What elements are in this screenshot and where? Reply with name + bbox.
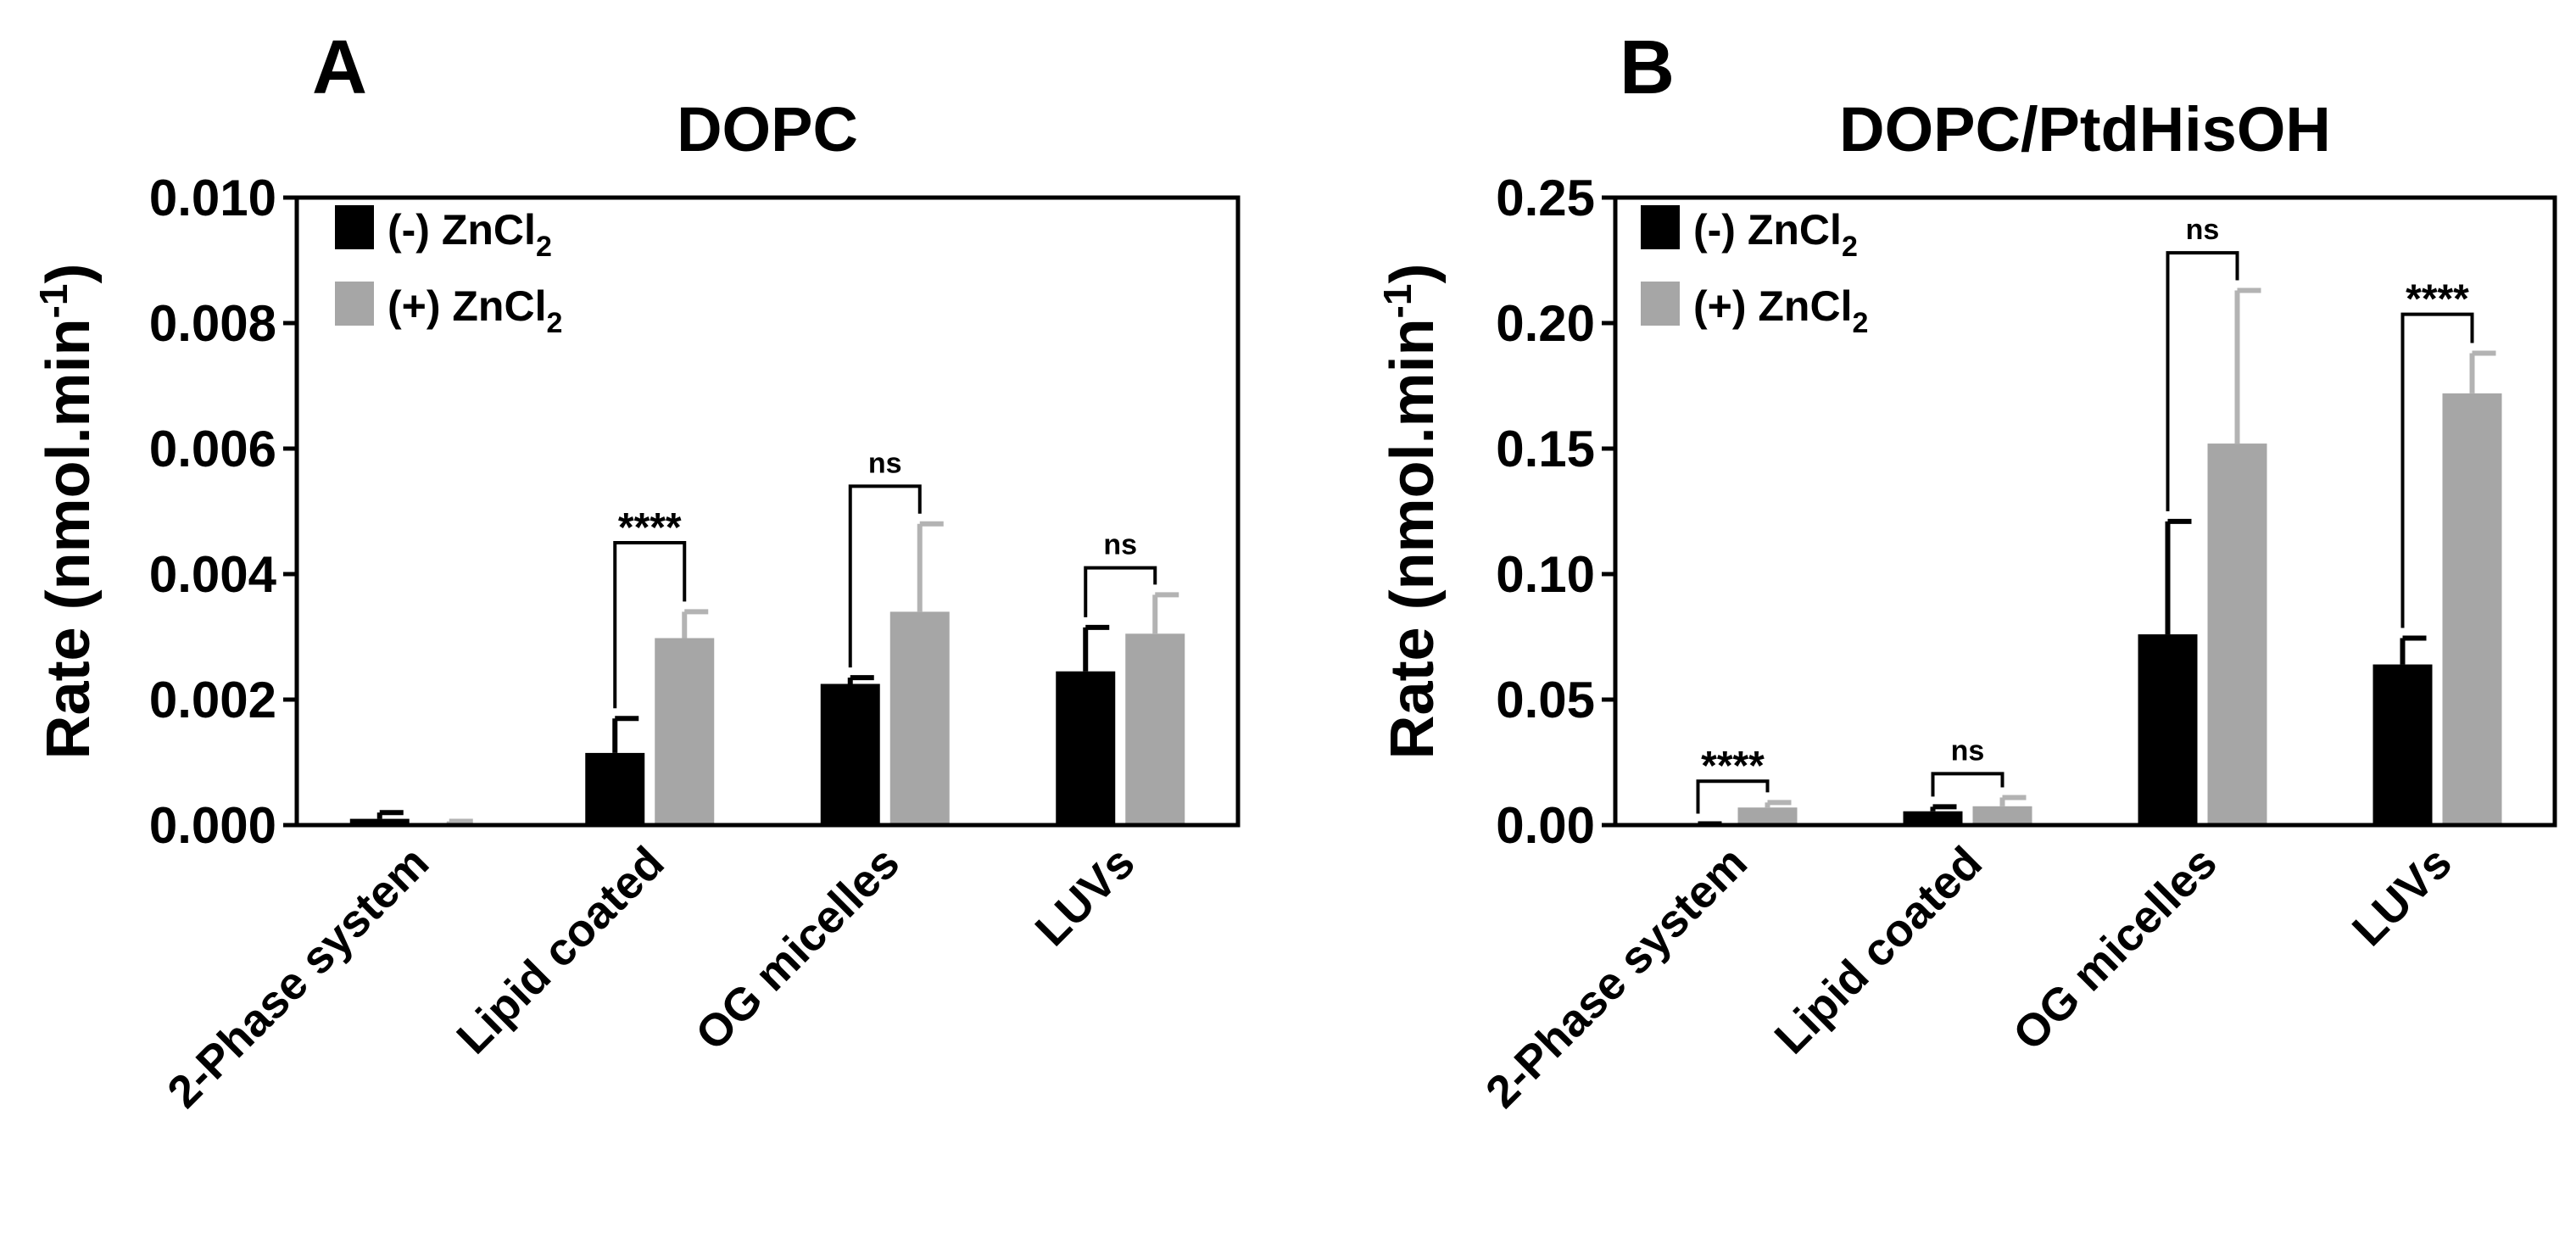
panel-letter: B — [1620, 25, 1675, 110]
y-axis-label-close: ) — [35, 264, 103, 284]
bar — [2442, 393, 2502, 825]
legend-label-subscript: 2 — [536, 231, 552, 263]
y-axis-label-superscript: -1 — [1375, 284, 1419, 319]
y-tick-label: 0.10 — [1496, 546, 1595, 603]
legend-label-subscript: 2 — [1852, 307, 1868, 339]
y-tick-label: 0.20 — [1496, 295, 1595, 352]
significance-bracket — [1696, 779, 1770, 814]
chart-title: DOPC/PtdHisOH — [1839, 94, 2331, 165]
legend-swatch — [335, 205, 374, 249]
significance-bracket — [2400, 312, 2474, 628]
bar — [2138, 634, 2198, 825]
chart-title: DOPC — [677, 94, 858, 165]
significance-bracket — [1931, 772, 2004, 797]
bar — [2372, 664, 2433, 825]
y-axis-label-superscript: -1 — [31, 284, 75, 319]
x-tick-label: 2-Phase system — [1476, 837, 1757, 1118]
y-axis-label-close: ) — [1379, 264, 1447, 284]
legend-swatch — [1641, 282, 1680, 326]
x-tick-label: Lipid coated — [447, 837, 673, 1063]
panel-letter: A — [312, 25, 367, 110]
legend-label: (+) ZnCl2 — [1693, 282, 1868, 339]
y-axis-label: Rate (nmol.min-1) — [31, 264, 103, 760]
bar — [1737, 807, 1798, 825]
significance-label: **** — [618, 505, 682, 550]
bar — [820, 683, 880, 825]
bar — [655, 638, 715, 825]
y-tick-label: 0.000 — [149, 797, 276, 854]
panel-b: B DOPC/PtdHisOH Rate (nmol.min-1) 0.00 0.05 0… — [1375, 25, 2557, 1118]
y-tick-label: 0.006 — [149, 421, 276, 477]
bar — [1903, 811, 1963, 825]
bar — [1972, 806, 2032, 825]
axes-frame — [294, 195, 1241, 828]
y-axis-label-main: Rate (nmol.min — [1379, 318, 1447, 759]
significance-label: **** — [1701, 744, 1765, 789]
significance-bracket — [613, 541, 687, 709]
x-tick-label: LUVs — [1026, 837, 1145, 956]
legend-label-subscript: 2 — [1842, 231, 1858, 263]
y-tick-label: 0.05 — [1496, 672, 1595, 728]
legend-label: (-) ZnCl2 — [1693, 206, 1858, 263]
y-axis-label: Rate (nmol.min-1) — [1375, 264, 1447, 760]
significance-label: **** — [2406, 277, 2469, 322]
axes-frame — [1613, 195, 2557, 828]
bar — [1056, 671, 1116, 825]
y-tick-label: 0.008 — [149, 295, 276, 352]
legend-label: (-) ZnCl2 — [388, 206, 552, 263]
x-tick-label: OG micelles — [2004, 837, 2227, 1060]
significance-bracket — [2166, 251, 2239, 511]
bar — [585, 752, 645, 825]
legend-label-main: (+) ZnCl — [388, 282, 546, 330]
y-tick-label: 0.004 — [149, 546, 277, 603]
x-tick-label: Lipid coated — [1765, 837, 1992, 1063]
y-tick-label: 0.00 — [1496, 797, 1595, 854]
legend-swatch — [1641, 205, 1680, 249]
legend-label-main: (-) ZnCl — [1693, 206, 1842, 254]
bar — [349, 818, 410, 825]
y-tick-label: 0.15 — [1496, 421, 1595, 477]
y-axis-label-main: Rate (nmol.min — [35, 318, 103, 759]
significance-label: ns — [2186, 214, 2220, 246]
legend-label-main: (-) ZnCl — [388, 206, 536, 254]
x-tick-label: 2-Phase system — [158, 837, 438, 1118]
significance-label: ns — [1103, 529, 1137, 561]
x-tick-label: OG micelles — [686, 837, 909, 1060]
significance-label: ns — [868, 447, 902, 479]
legend-label-subscript: 2 — [546, 307, 562, 339]
y-tick-label: 0.010 — [149, 170, 276, 226]
significance-bracket — [1084, 566, 1157, 617]
bar — [1125, 633, 1185, 825]
legend-swatch — [335, 282, 374, 326]
bar — [889, 611, 950, 825]
significance-label: ns — [1951, 734, 1985, 767]
legend-label: (+) ZnCl2 — [388, 282, 562, 339]
legend-label-main: (+) ZnCl — [1693, 282, 1852, 330]
y-tick-label: 0.002 — [149, 672, 276, 728]
significance-bracket — [848, 484, 922, 668]
bar — [2207, 443, 2267, 825]
panel-a: A DOPC Rate (nmol.min-1) 0.000 0.002 0.004 0.0… — [31, 25, 1241, 1118]
x-tick-label: LUVs — [2343, 837, 2462, 956]
y-tick-label: 0.25 — [1496, 170, 1595, 226]
